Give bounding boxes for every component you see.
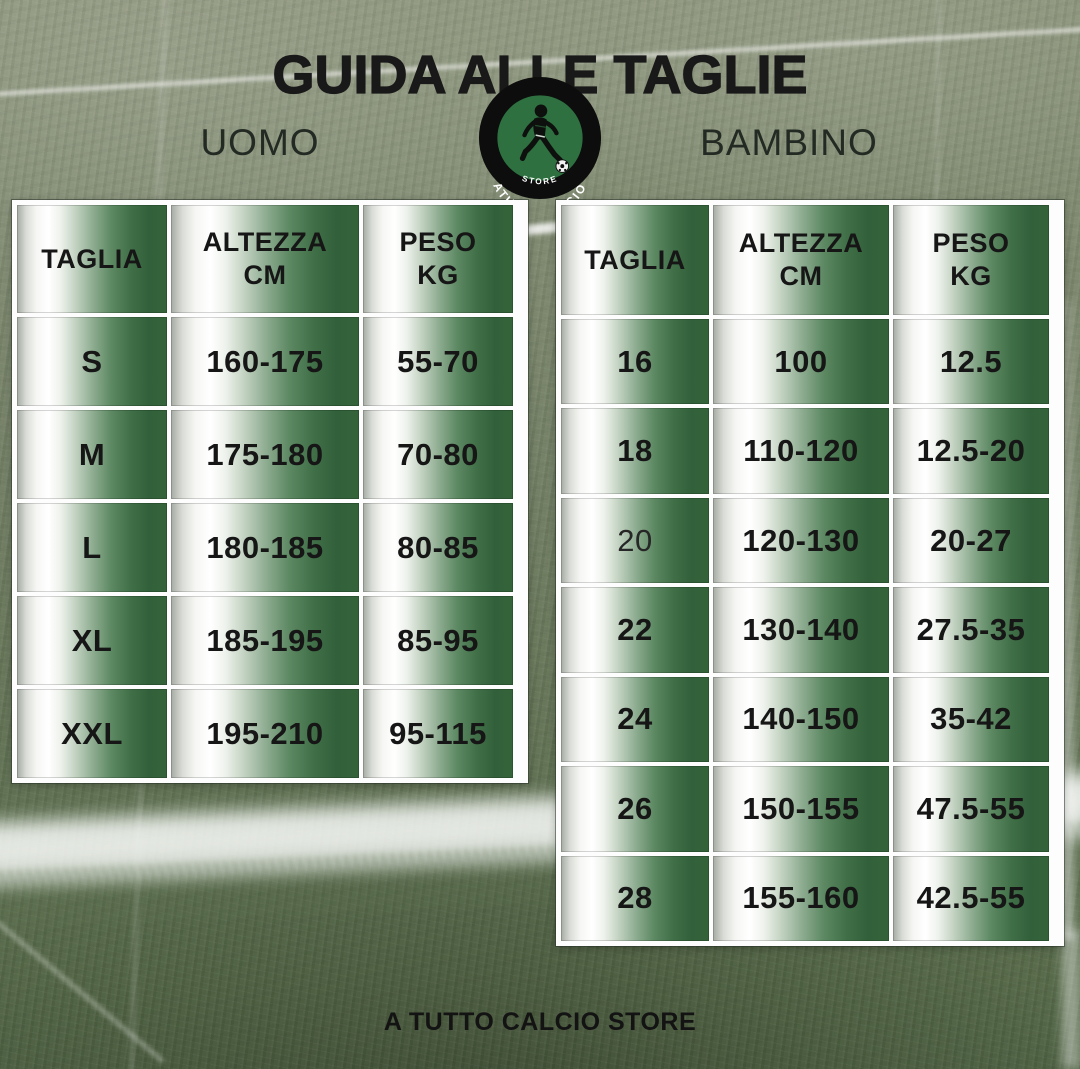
header-line: TAGLIA [41,243,143,274]
header-line: CM [243,260,287,290]
uomo-cell-3-2: 85-95 [363,596,513,685]
uomo-cell-1-1: 175-180 [171,410,359,499]
bambino-cell-2-2: 20-27 [893,497,1049,584]
bambino-cell-0-1: 100 [713,319,889,405]
bambino-cell-2-0: 20 [561,497,709,584]
bambino-cell-4-1: 140-150 [713,676,889,763]
bambino-header-0: TAGLIA [561,205,709,315]
bambino-cell-6-0: 28 [561,855,709,941]
header-line: CM [779,261,823,291]
uomo-header-2: PESO KG [363,205,513,313]
uomo-cell-1-2: 70-80 [363,410,513,499]
uomo-size-table: TAGLIA ALTEZZA CM PESO KG S 160-175 55-70 M 175-1… [12,200,528,783]
bambino-cell-6-2: 42.5-55 [893,855,1049,941]
uomo-cell-2-1: 180-185 [171,503,359,592]
bambino-cell-3-1: 130-140 [713,587,889,673]
bambino-cell-1-1: 110-120 [713,408,889,494]
header-line: ALTEZZA [202,227,328,258]
uomo-section-label: UOMO [200,122,320,163]
uomo-cell-4-0: XXL [17,689,167,778]
header-line: PESO [399,227,477,258]
bambino-cell-3-0: 22 [561,587,709,673]
header-line: KG [950,261,992,291]
player-icon [519,104,570,173]
bambino-header-2: PESO KG [893,205,1049,315]
uomo-cell-0-2: 55-70 [363,317,513,406]
uomo-cell-2-0: L [17,503,167,592]
bambino-cell-2-1: 120-130 [713,497,889,584]
header-line: ALTEZZA [738,228,864,259]
bambino-cell-3-2: 27.5-35 [893,587,1049,673]
bambino-header-1: ALTEZZA CM [713,205,889,315]
footer-store-name: A TUTTO CALCIO STORE [383,1008,697,1036]
bambino-section-label: BAMBINO [700,122,878,163]
uomo-cell-2-2: 80-85 [363,503,513,592]
field-line-right-corner [1062,930,1080,1069]
svg-text:STORE: STORE [521,174,559,186]
uomo-cell-4-2: 95-115 [363,689,513,778]
uomo-cell-0-0: S [17,317,167,406]
uomo-cell-1-0: M [17,410,167,499]
uomo-cell-3-0: XL [17,596,167,685]
bambino-cell-1-2: 12.5-20 [893,408,1049,494]
bambino-cell-6-1: 155-160 [713,855,889,941]
bambino-cell-5-2: 47.5-55 [893,766,1049,852]
uomo-cell-3-1: 185-195 [171,596,359,685]
bambino-size-table: TAGLIA ALTEZZA CM PESO KG 16 100 12.5 18 110-120 1… [556,200,1064,946]
bambino-cell-5-1: 150-155 [713,766,889,852]
uomo-cell-4-1: 195-210 [171,689,359,778]
header-line: PESO [932,228,1010,259]
bambino-cell-4-0: 24 [561,676,709,763]
uomo-cell-0-1: 160-175 [171,317,359,406]
bambino-cell-5-0: 26 [561,766,709,852]
bambino-cell-0-2: 12.5 [893,319,1049,405]
bambino-cell-1-0: 18 [561,408,709,494]
header-line: KG [417,260,459,290]
bambino-cell-0-0: 16 [561,319,709,405]
uomo-header-0: TAGLIA [17,205,167,313]
logo-bottom-text: STORE [521,174,557,186]
header-line: TAGLIA [584,244,686,275]
uomo-header-1: ALTEZZA CM [171,205,359,313]
bambino-cell-4-2: 35-42 [893,676,1049,763]
